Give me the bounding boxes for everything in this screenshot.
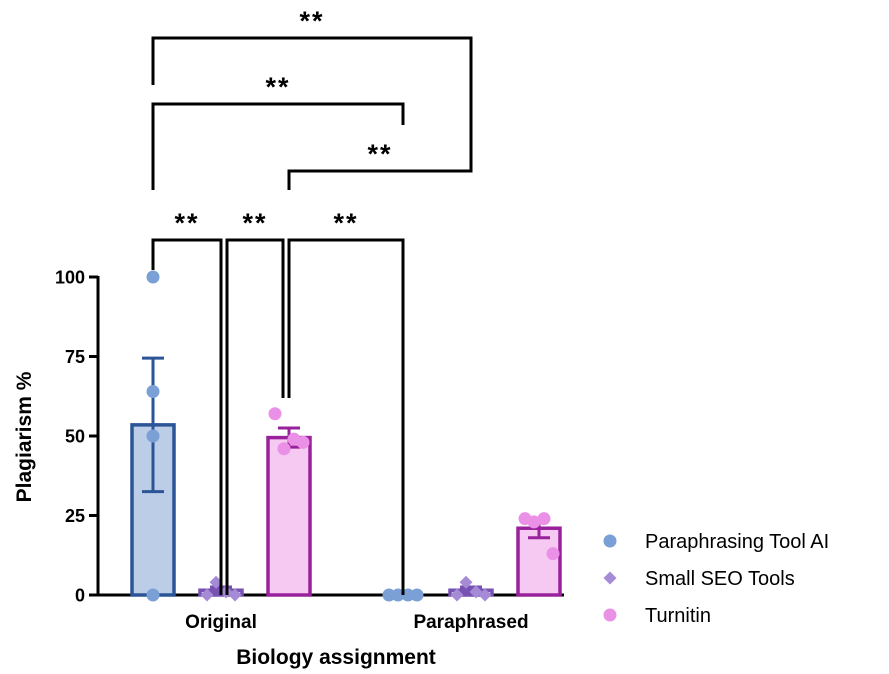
data-point [146,270,160,284]
data-point [146,588,160,602]
significance-label: ** [174,208,199,238]
data-point [459,575,473,589]
bar [266,435,312,597]
y-tick-label: 100 [55,268,85,288]
y-tick-label: 25 [65,506,85,526]
legend-marker [603,534,617,548]
data-point [391,588,405,602]
data-points [146,270,560,602]
significance-bracket [151,238,223,595]
x-tick-label: Original [185,612,257,633]
data-point [146,429,160,443]
legend-label: Paraphrasing Tool AI [645,531,829,553]
data-point [296,435,310,449]
significance-bracket [151,102,405,190]
data-point [546,547,560,561]
significance-bracket [287,238,405,595]
y-axis-title: Plagiarism % [13,371,36,502]
significance-bracket [287,155,473,190]
data-point [268,407,282,421]
significance-label: ** [333,208,358,238]
legend-label: Small SEO Tools [645,568,795,590]
data-point [228,588,242,602]
significance-label: ** [367,139,392,169]
legend-marker [603,571,617,585]
significance-label: ** [299,6,324,36]
data-point [478,588,492,602]
data-point [450,588,464,602]
bars [130,423,562,597]
data-point [410,588,424,602]
legend-label: Turnitin [645,605,711,627]
x-axis-title: Biology assignment [236,646,436,669]
data-point [209,575,223,589]
data-point [382,588,396,602]
data-point [277,442,291,456]
y-tick-label: 50 [65,427,85,447]
y-tick-label: 0 [75,586,85,606]
data-point [146,384,160,398]
legend: Paraphrasing Tool AI Small SEO Tools Turni… [603,531,829,627]
significance-bracket [151,36,473,155]
significance-label: ** [265,72,290,102]
x-tick-label: Paraphrased [413,612,528,633]
data-point [401,588,415,602]
significance-bracket [225,238,285,595]
y-tick-label: 75 [65,347,85,367]
significance-brackets: ** ** ** ** ** ** [151,6,473,595]
error-bars [142,356,550,595]
data-point [200,588,214,602]
significance-label: ** [242,208,267,238]
data-point [527,515,541,529]
legend-marker [603,608,617,622]
data-point [537,512,551,526]
